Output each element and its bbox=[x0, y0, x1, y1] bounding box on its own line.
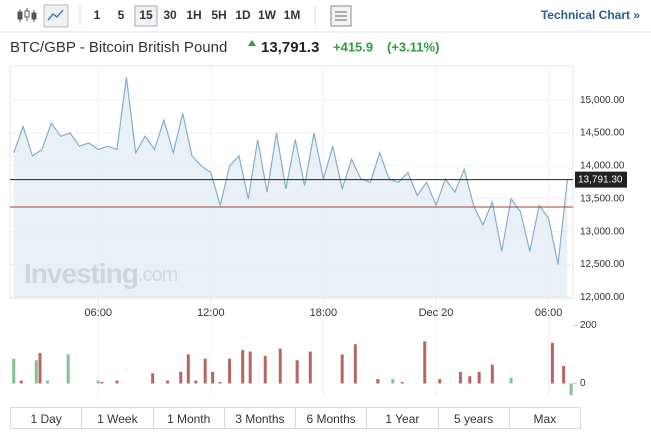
y-tick-label: 0 bbox=[580, 378, 586, 389]
volume-bar bbox=[66, 354, 70, 384]
volume-bar bbox=[96, 380, 100, 384]
last-price-label: 13,791.30 bbox=[578, 174, 623, 185]
range-button[interactable]: 1 Day bbox=[10, 407, 83, 429]
volume-bar bbox=[263, 355, 267, 384]
volume-bar bbox=[353, 344, 357, 384]
interval-button[interactable]: 30 bbox=[163, 8, 177, 22]
chart: Technical Chart » BTC/GBP - Bitcoin Brit… bbox=[0, 0, 651, 398]
volume-bar bbox=[295, 360, 299, 384]
volume-bar bbox=[438, 379, 442, 384]
volume-bar bbox=[203, 358, 207, 384]
volume-bar bbox=[179, 371, 183, 384]
volume-bar bbox=[391, 379, 395, 384]
volume-bar bbox=[569, 383, 573, 396]
symbol: BTC/GBP - Bitcoin British Pound bbox=[10, 39, 227, 56]
volume-bar bbox=[400, 382, 404, 384]
volume-bar bbox=[550, 342, 554, 384]
x-tick-label: 06:00 bbox=[535, 307, 563, 319]
interval-button[interactable]: 15 bbox=[139, 8, 153, 22]
active-interval bbox=[134, 5, 158, 27]
volume-bar bbox=[38, 352, 42, 384]
volume-bar bbox=[34, 360, 38, 384]
x-tick-label: 12:00 bbox=[197, 307, 225, 319]
change-pct: (+3.11%) bbox=[387, 39, 439, 54]
volume-bar bbox=[423, 341, 427, 384]
y-tick-label: 15,000.00 bbox=[580, 95, 625, 106]
toolbar bbox=[0, 0, 651, 32]
volume-bar bbox=[278, 348, 282, 384]
interval-button[interactable]: 1 bbox=[94, 8, 101, 22]
volume-bar bbox=[477, 371, 481, 384]
range-button[interactable]: 1 Month bbox=[152, 407, 225, 429]
range-button[interactable]: 3 Months bbox=[223, 407, 296, 429]
volume-bar bbox=[218, 382, 222, 384]
volume-bar bbox=[241, 350, 245, 384]
y-tick-label: 14,500.00 bbox=[580, 128, 625, 139]
y-tick-label: 14,000.00 bbox=[580, 161, 625, 172]
range-button[interactable]: 1 Week bbox=[81, 407, 154, 429]
line-icon-glyph bbox=[47, 9, 64, 21]
y-tick-label: 12,500.00 bbox=[580, 259, 625, 270]
volume-bar bbox=[151, 373, 155, 384]
volume-bar bbox=[186, 354, 190, 384]
volume-bar bbox=[509, 377, 513, 384]
interval-button[interactable]: 1M bbox=[284, 8, 301, 22]
interval-button[interactable]: 5 bbox=[118, 8, 125, 22]
interval-button[interactable]: 1W bbox=[258, 8, 277, 22]
x-tick-label: 06:00 bbox=[84, 307, 112, 319]
range-button[interactable]: 1 Year bbox=[366, 407, 439, 429]
volume-bar bbox=[194, 380, 198, 384]
x-tick-label: 18:00 bbox=[310, 307, 338, 319]
range-button[interactable]: Max bbox=[508, 407, 581, 429]
volume-bar bbox=[340, 354, 344, 384]
volume-bar bbox=[248, 351, 252, 384]
range-button[interactable]: 6 Months bbox=[295, 407, 368, 429]
volume-bar bbox=[211, 371, 215, 384]
y-tick-label: 200 bbox=[580, 320, 597, 331]
y-tick-label: 13,500.00 bbox=[580, 193, 625, 204]
volume-bar bbox=[46, 380, 50, 384]
y-tick-label: 12,000.00 bbox=[580, 292, 625, 303]
interval-button[interactable]: 1D bbox=[235, 8, 251, 22]
volume-bar bbox=[166, 380, 170, 384]
volume-bar bbox=[228, 358, 232, 384]
price-area bbox=[13, 77, 568, 298]
volume-bar bbox=[12, 358, 16, 384]
candle-icon[interactable] bbox=[17, 8, 37, 22]
volume-bar bbox=[19, 380, 23, 384]
up-arrow bbox=[248, 40, 256, 46]
x-tick-label: Dec 20 bbox=[419, 307, 454, 319]
price: 13,791.3 bbox=[261, 39, 319, 56]
price-line bbox=[13, 77, 568, 265]
volume-bar bbox=[490, 364, 494, 384]
volume-bar bbox=[308, 351, 312, 384]
interval-button[interactable]: 1H bbox=[186, 8, 201, 22]
volume-bar bbox=[115, 380, 119, 384]
change: +415.9 bbox=[333, 39, 373, 54]
range-button[interactable]: 5 years bbox=[437, 407, 510, 429]
volume-bar bbox=[458, 371, 462, 384]
y-tick-label: 13,000.00 bbox=[580, 226, 625, 237]
last-price-box bbox=[575, 171, 627, 188]
volume-bar bbox=[562, 366, 566, 384]
volume-bar bbox=[376, 379, 380, 384]
technical-chart-link[interactable]: Technical Chart » bbox=[541, 8, 640, 22]
volume-bar bbox=[100, 382, 104, 384]
volume-bar bbox=[468, 376, 472, 384]
interval-button[interactable]: 5H bbox=[211, 8, 226, 22]
